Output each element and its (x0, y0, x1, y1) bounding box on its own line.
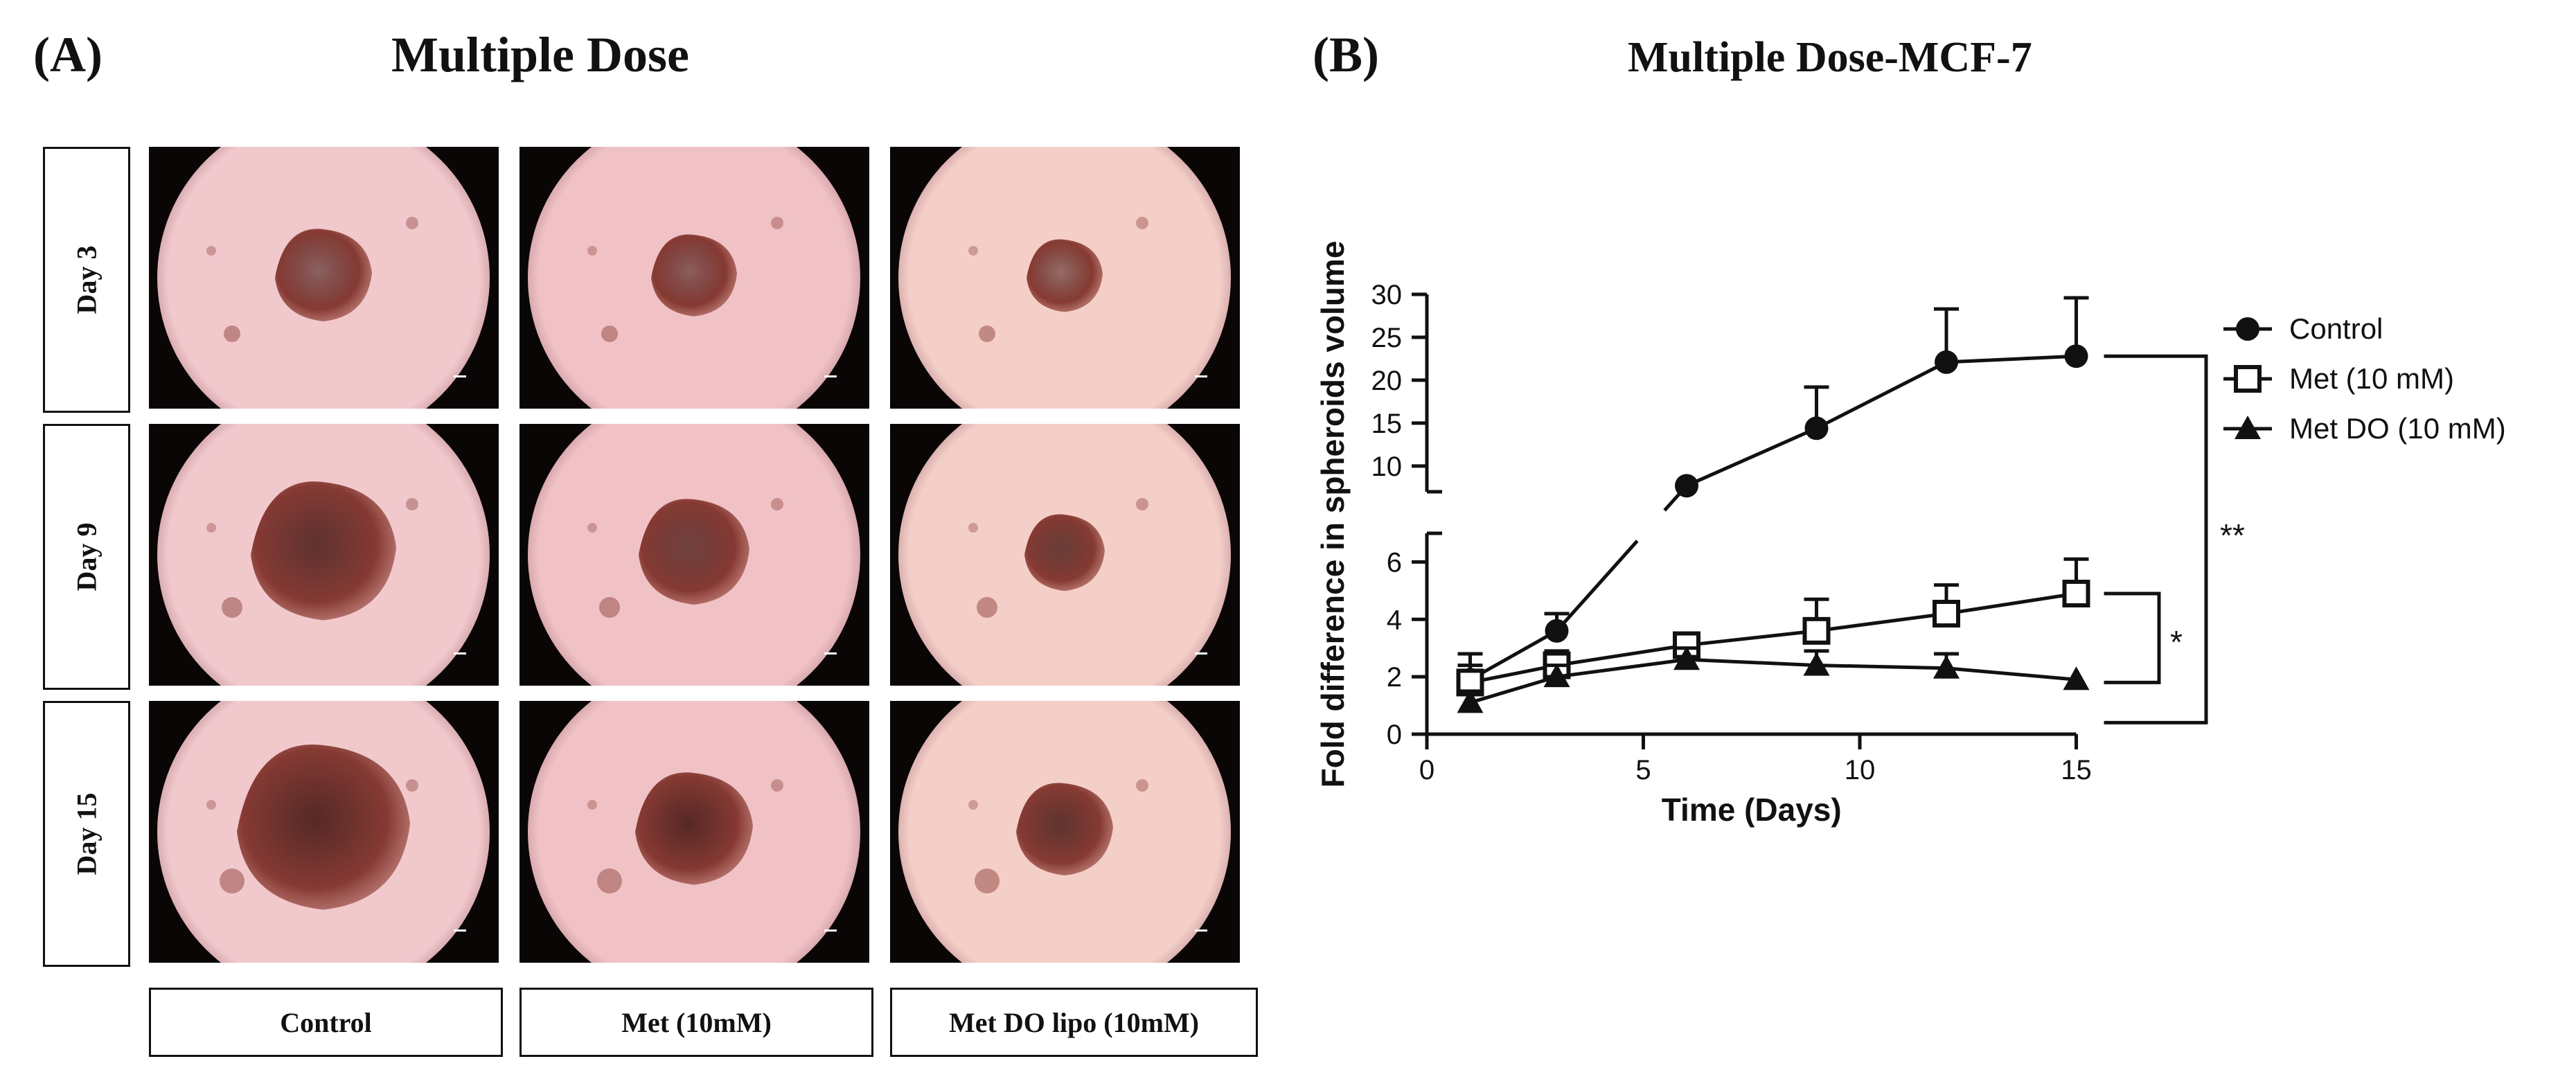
legend-label-met-10-mm: Met (10 mM) (2289, 362, 2454, 395)
significance-bracket (2104, 354, 2208, 724)
panel-a-label: (A) (33, 27, 103, 82)
series-line-met-do-10-mm (1686, 657, 1817, 668)
series-line-met-do-10-mm (1946, 666, 2077, 682)
column-label-control: Control (149, 988, 503, 1057)
point-control (1545, 618, 1569, 643)
y-axis-label: Fold difference in spheroids volume (1315, 241, 1351, 788)
significance-label: ** (2220, 517, 2245, 553)
spheroid-volume-chart: 0 2 4 6 10 15 20 25 30 0 5 10 15 Time (Days) Fold diff… (1315, 241, 2506, 828)
series-line-met-10-mm (1470, 664, 1557, 684)
legend-marker-met-10-mm (2234, 365, 2262, 393)
x-tick-label: 0 (1419, 755, 1434, 785)
significance-label: * (2170, 624, 2183, 660)
micrograph-day-15-col-2 (519, 701, 869, 963)
y-tick-label: 6 (1387, 547, 1402, 578)
series-line-met-10-mm (1556, 643, 1687, 668)
series-line-met-10-mm (1816, 612, 1947, 633)
micrograph-day-3-col-2 (519, 147, 869, 409)
legend-marker-control (2236, 317, 2259, 341)
point-met-do-10-mm (1673, 646, 1700, 670)
y-tick-label: 2 (1387, 662, 1402, 693)
row-label-day-15: Day 15 (43, 701, 130, 967)
y-tick-label: 0 (1387, 720, 1402, 750)
column-label-met-do-lipo: Met DO lipo (10mM) (890, 988, 1258, 1057)
micrograph-day-3-col-1 (149, 147, 499, 409)
series-line-control (1815, 360, 1948, 430)
row-label-day-3: Day 3 (43, 147, 130, 413)
legend-label-control: Control (2289, 312, 2383, 345)
panel-b-title: Multiple Dose-MCF-7 (1628, 34, 2032, 81)
series-line-met-10-mm (1686, 629, 1817, 648)
series-line-met-do-10-mm (1556, 657, 1687, 679)
y-tick-label: 15 (1371, 409, 1403, 439)
point-met-do-10-mm (1457, 689, 1484, 713)
point-control (2064, 344, 2088, 368)
y-tick-label: 25 (1371, 323, 1403, 353)
micrograph-day-15-col-1 (149, 701, 499, 963)
point-met-do-10-mm (1543, 664, 1570, 688)
micrograph-day-3-col-3 (890, 147, 1240, 409)
y-tick-label: 10 (1371, 452, 1403, 482)
y-tick-label: 20 (1371, 366, 1403, 396)
series-line-control (1946, 354, 2077, 364)
point-control (1935, 350, 1958, 374)
x-axis-label: Time (Days) (1662, 792, 1842, 828)
series-line-control (1469, 629, 1558, 682)
series-line-control (1555, 540, 1639, 632)
point-met-do-10-mm (2063, 666, 2090, 691)
panel-a-title: Multiple Dose (391, 27, 689, 82)
point-met-do-10-mm (1803, 652, 1830, 676)
micrograph-day-9-col-1 (149, 424, 499, 686)
point-met-10-mm (1802, 616, 1831, 645)
series-line-met-do-10-mm (1816, 664, 1947, 670)
series-line-control (1685, 427, 1818, 488)
series-line-met-do-10-mm (1469, 675, 1558, 704)
significance-bracket (2104, 591, 2161, 684)
legend-marker-met-do-10-mm (2235, 416, 2261, 439)
panel-b-label: (B) (1313, 27, 1379, 82)
series-line-met-10-mm (1946, 591, 2077, 616)
y-tick-label: 30 (1371, 280, 1403, 310)
row-label-day-9: Day 9 (43, 424, 130, 690)
point-met-10-mm (1933, 600, 1960, 627)
x-tick-label: 15 (2061, 755, 2092, 785)
legend-label-met-do-10-mm: Met DO (10 mM) (2289, 412, 2506, 445)
micrograph-day-15-col-3 (890, 701, 1240, 963)
point-control (1675, 474, 1698, 498)
x-tick-label: 10 (1845, 755, 1876, 785)
point-met-do-10-mm (1933, 655, 1960, 679)
point-control (1804, 416, 1829, 440)
micrograph-day-9-col-2 (519, 424, 869, 686)
y-tick-label: 4 (1387, 605, 1402, 635)
micrograph-day-9-col-3 (890, 424, 1240, 686)
column-label-met: Met (10mM) (519, 988, 873, 1057)
x-tick-label: 5 (1635, 755, 1651, 785)
point-met-10-mm (2062, 580, 2090, 607)
